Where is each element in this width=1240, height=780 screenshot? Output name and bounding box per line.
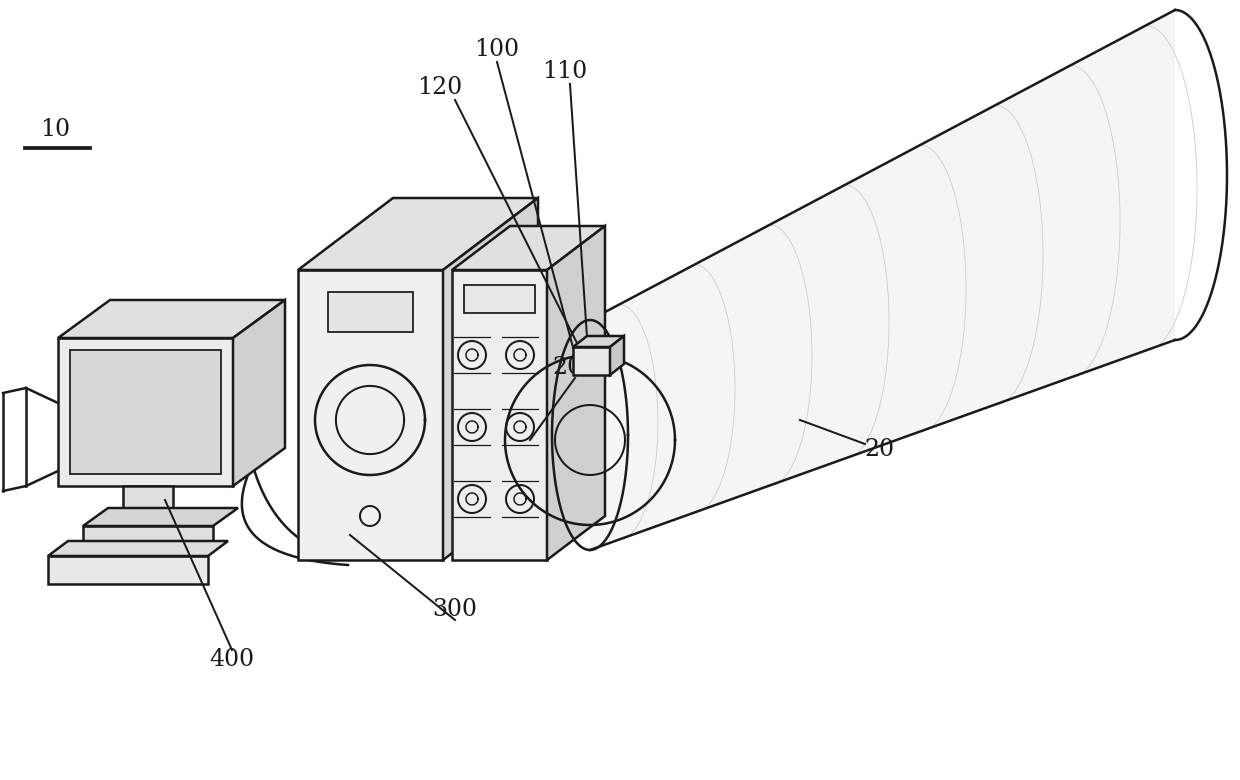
Text: 100: 100 (475, 38, 520, 62)
Polygon shape (443, 198, 538, 560)
Text: 400: 400 (210, 648, 254, 672)
Polygon shape (58, 338, 233, 486)
Polygon shape (48, 556, 208, 584)
Polygon shape (573, 347, 610, 375)
Polygon shape (298, 198, 538, 270)
Polygon shape (69, 350, 221, 474)
Polygon shape (83, 508, 238, 526)
Polygon shape (83, 526, 213, 551)
Polygon shape (48, 541, 228, 556)
Text: 10: 10 (40, 119, 71, 141)
Polygon shape (610, 336, 624, 375)
Polygon shape (233, 300, 285, 486)
Text: 120: 120 (418, 76, 463, 100)
Polygon shape (298, 270, 443, 560)
Polygon shape (573, 336, 624, 347)
Polygon shape (464, 285, 534, 313)
Text: 110: 110 (542, 61, 588, 83)
Polygon shape (58, 300, 285, 338)
Polygon shape (123, 486, 174, 526)
Polygon shape (453, 270, 547, 560)
Polygon shape (329, 292, 413, 332)
Text: 20: 20 (866, 438, 895, 462)
Polygon shape (547, 226, 605, 560)
Polygon shape (590, 10, 1176, 550)
Text: 200: 200 (553, 356, 598, 380)
Text: 300: 300 (433, 598, 477, 622)
Polygon shape (453, 226, 605, 270)
